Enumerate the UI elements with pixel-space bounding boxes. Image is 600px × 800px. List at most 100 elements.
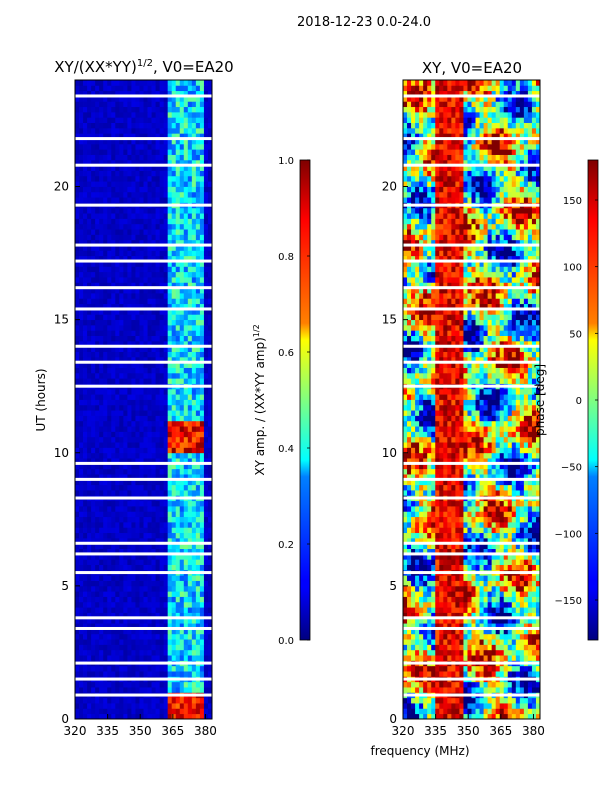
heatmap-cell	[107, 607, 112, 613]
heatmap-cell	[499, 628, 505, 635]
heatmap-cell	[87, 303, 92, 310]
heatmap-cell	[143, 143, 148, 150]
heatmap-cell	[147, 319, 152, 326]
heatmap-cell	[87, 250, 92, 257]
heatmap-cell	[83, 372, 88, 379]
heatmap-cell	[187, 559, 193, 565]
heatmap-cell	[107, 261, 112, 267]
heatmap-cell	[163, 335, 169, 342]
heatmap-cell	[87, 111, 92, 118]
heatmap-cell	[199, 591, 205, 597]
heatmap-cell	[115, 436, 120, 443]
heatmap-cell	[175, 500, 181, 507]
heatmap-cell	[151, 537, 156, 544]
heatmap-cell	[171, 356, 177, 363]
heatmap-cell	[95, 351, 100, 358]
heatmap-cell	[99, 293, 104, 299]
heatmap-cell	[467, 617, 472, 624]
heatmap-cell	[175, 170, 181, 177]
heatmap-cell	[179, 106, 185, 113]
heatmap-cell	[139, 463, 144, 470]
heatmap-cell	[127, 543, 132, 549]
heatmap-cell	[491, 612, 497, 619]
heatmap-cell	[131, 575, 136, 581]
heatmap-cell	[187, 191, 193, 198]
heatmap-cell	[119, 452, 124, 459]
heatmap-cell	[163, 681, 169, 688]
heatmap-cell	[171, 559, 177, 565]
heatmap-cell	[151, 175, 156, 182]
heatmap-cell	[203, 665, 209, 672]
heatmap-cell	[423, 607, 428, 613]
heatmap-cell	[195, 468, 201, 475]
heatmap-cell	[175, 410, 181, 416]
heatmap-cell	[199, 143, 205, 150]
heatmap-cell	[95, 191, 100, 198]
heatmap-cell	[431, 681, 436, 688]
heatmap-cell	[91, 127, 96, 134]
heatmap-cell	[179, 95, 185, 102]
heatmap-cell	[531, 601, 537, 608]
heatmap-cell	[167, 447, 173, 454]
heatmap-cell	[99, 511, 104, 518]
heatmap-cell	[143, 687, 148, 693]
heatmap-cell	[527, 639, 533, 645]
missing-time-row	[75, 344, 212, 348]
heatmap-cell	[107, 80, 112, 86]
heatmap-cell	[107, 239, 112, 246]
heatmap-cell	[143, 181, 148, 187]
heatmap-cell	[131, 239, 136, 246]
heatmap-cell	[91, 213, 96, 219]
heatmap-cell	[139, 191, 144, 198]
heatmap-cell	[151, 575, 156, 581]
heatmap-cell	[507, 601, 513, 608]
heatmap-cell	[203, 207, 209, 214]
heatmap-cell	[123, 298, 128, 305]
heatmap-cell	[171, 95, 177, 102]
heatmap-cell	[79, 628, 84, 635]
heatmap-cell	[431, 601, 436, 608]
heatmap-cell	[187, 308, 193, 315]
heatmap-cell	[119, 479, 124, 486]
heatmap-cell	[495, 633, 501, 640]
heatmap-cell	[527, 697, 533, 704]
heatmap-cell	[135, 303, 140, 310]
heatmap-cell	[163, 415, 169, 422]
heatmap-cell	[179, 596, 185, 603]
heatmap-cell	[107, 404, 112, 411]
heatmap-cell	[139, 362, 144, 368]
heatmap-cell	[111, 218, 116, 225]
heatmap-cell	[423, 697, 428, 704]
heatmap-cell	[163, 703, 169, 709]
heatmap-cell	[115, 245, 120, 251]
heatmap-cell	[155, 458, 161, 464]
heatmap-cell	[87, 324, 92, 331]
heatmap-cell	[119, 553, 124, 560]
heatmap-cell	[159, 351, 165, 358]
heatmap-cell	[203, 585, 209, 592]
heatmap-cell	[99, 458, 104, 464]
heatmap-cell	[507, 655, 513, 661]
heatmap-cell	[163, 516, 169, 523]
heatmap-cell	[99, 213, 104, 219]
heatmap-cell	[171, 553, 177, 560]
heatmap-cell	[163, 713, 169, 720]
heatmap-cell	[167, 266, 173, 273]
heatmap-cell	[207, 362, 213, 368]
heatmap-cell	[83, 101, 88, 108]
heatmap-cell	[159, 255, 165, 262]
heatmap-cell	[459, 596, 464, 603]
heatmap-cell	[431, 703, 436, 709]
heatmap-cell	[123, 378, 128, 384]
heatmap-cell	[191, 159, 197, 166]
heatmap-cell	[79, 293, 84, 299]
heatmap-cell	[99, 207, 104, 214]
heatmap-cell	[515, 697, 521, 704]
heatmap-cell	[99, 234, 104, 241]
heatmap-cell	[103, 266, 108, 273]
heatmap-cell	[75, 234, 80, 241]
heatmap-cell	[439, 687, 444, 693]
heatmap-cell	[143, 612, 148, 619]
heatmap-cell	[91, 234, 96, 241]
heatmap-cell	[95, 484, 100, 491]
